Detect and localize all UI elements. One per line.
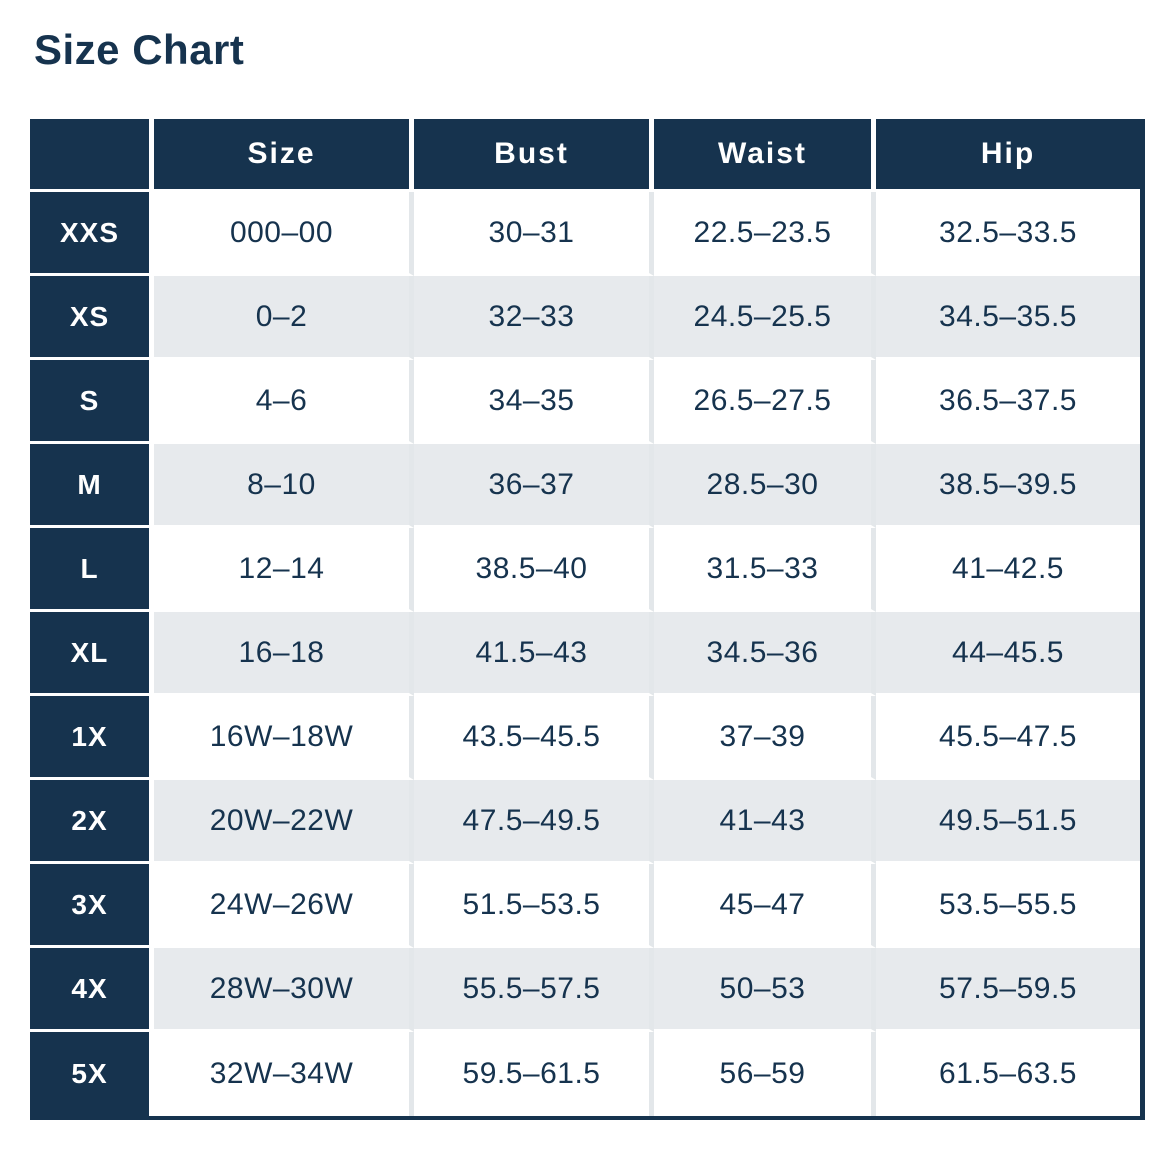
cell-size: 16–18 xyxy=(154,612,414,696)
cell-waist: 50–53 xyxy=(654,948,876,1032)
table-row: S 4–6 34–35 26.5–27.5 36.5–37.5 xyxy=(30,360,1140,444)
cell-size: 0–2 xyxy=(154,276,414,360)
cell-hip: 44–45.5 xyxy=(876,612,1140,696)
table-row: 5X 32W–34W 59.5–61.5 56–59 61.5–63.5 xyxy=(30,1032,1140,1116)
cell-bust: 38.5–40 xyxy=(414,528,654,612)
row-header-size-label: 2X xyxy=(30,780,154,864)
cell-hip: 38.5–39.5 xyxy=(876,444,1140,528)
cell-hip: 53.5–55.5 xyxy=(876,864,1140,948)
table-header-row: Size Bust Waist Hip xyxy=(30,119,1140,192)
cell-bust: 34–35 xyxy=(414,360,654,444)
cell-size: 20W–22W xyxy=(154,780,414,864)
row-header-size-label: M xyxy=(30,444,154,528)
cell-hip: 32.5–33.5 xyxy=(876,192,1140,276)
table-row: 3X 24W–26W 51.5–53.5 45–47 53.5–55.5 xyxy=(30,864,1140,948)
cell-waist: 26.5–27.5 xyxy=(654,360,876,444)
cell-waist: 37–39 xyxy=(654,696,876,780)
page-title: Size Chart xyxy=(34,26,245,73)
cell-bust: 47.5–49.5 xyxy=(414,780,654,864)
cell-bust: 36–37 xyxy=(414,444,654,528)
cell-hip: 61.5–63.5 xyxy=(876,1032,1140,1116)
table-row: M 8–10 36–37 28.5–30 38.5–39.5 xyxy=(30,444,1140,528)
size-chart-table: Size Bust Waist Hip XXS 000–00 30–31 22.… xyxy=(30,119,1145,1120)
row-header-size-label: 4X xyxy=(30,948,154,1032)
row-header-size-label: XS xyxy=(30,276,154,360)
cell-bust: 41.5–43 xyxy=(414,612,654,696)
cell-size: 12–14 xyxy=(154,528,414,612)
cell-hip: 36.5–37.5 xyxy=(876,360,1140,444)
table-body: XXS 000–00 30–31 22.5–23.5 32.5–33.5 XS … xyxy=(30,192,1140,1116)
table-row: 4X 28W–30W 55.5–57.5 50–53 57.5–59.5 xyxy=(30,948,1140,1032)
cell-waist: 28.5–30 xyxy=(654,444,876,528)
row-header-size-label: S xyxy=(30,360,154,444)
table-row: 1X 16W–18W 43.5–45.5 37–39 45.5–47.5 xyxy=(30,696,1140,780)
table-row: XL 16–18 41.5–43 34.5–36 44–45.5 xyxy=(30,612,1140,696)
table-row: L 12–14 38.5–40 31.5–33 41–42.5 xyxy=(30,528,1140,612)
column-header-waist: Waist xyxy=(654,119,876,192)
table-row: 2X 20W–22W 47.5–49.5 41–43 49.5–51.5 xyxy=(30,780,1140,864)
row-header-size-label: 3X xyxy=(30,864,154,948)
cell-bust: 59.5–61.5 xyxy=(414,1032,654,1116)
table-row: XXS 000–00 30–31 22.5–23.5 32.5–33.5 xyxy=(30,192,1140,276)
row-header-size-label: XXS xyxy=(30,192,154,276)
cell-size: 8–10 xyxy=(154,444,414,528)
cell-size: 28W–30W xyxy=(154,948,414,1032)
cell-size: 4–6 xyxy=(154,360,414,444)
row-header-size-label: 5X xyxy=(30,1032,154,1116)
cell-bust: 30–31 xyxy=(414,192,654,276)
cell-waist: 24.5–25.5 xyxy=(654,276,876,360)
row-header-size-label: L xyxy=(30,528,154,612)
cell-waist: 22.5–23.5 xyxy=(654,192,876,276)
cell-size: 16W–18W xyxy=(154,696,414,780)
table-row: XS 0–2 32–33 24.5–25.5 34.5–35.5 xyxy=(30,276,1140,360)
cell-hip: 45.5–47.5 xyxy=(876,696,1140,780)
cell-hip: 49.5–51.5 xyxy=(876,780,1140,864)
row-header-size-label: 1X xyxy=(30,696,154,780)
cell-waist: 45–47 xyxy=(654,864,876,948)
cell-size: 32W–34W xyxy=(154,1032,414,1116)
row-header-size-label: XL xyxy=(30,612,154,696)
cell-waist: 56–59 xyxy=(654,1032,876,1116)
corner-cell xyxy=(30,119,154,192)
cell-bust: 51.5–53.5 xyxy=(414,864,654,948)
cell-bust: 43.5–45.5 xyxy=(414,696,654,780)
cell-waist: 31.5–33 xyxy=(654,528,876,612)
cell-bust: 32–33 xyxy=(414,276,654,360)
cell-waist: 34.5–36 xyxy=(654,612,876,696)
column-header-size: Size xyxy=(154,119,414,192)
cell-hip: 34.5–35.5 xyxy=(876,276,1140,360)
cell-hip: 57.5–59.5 xyxy=(876,948,1140,1032)
column-header-bust: Bust xyxy=(414,119,654,192)
cell-bust: 55.5–57.5 xyxy=(414,948,654,1032)
cell-hip: 41–42.5 xyxy=(876,528,1140,612)
column-header-hip: Hip xyxy=(876,119,1140,192)
cell-waist: 41–43 xyxy=(654,780,876,864)
cell-size: 000–00 xyxy=(154,192,414,276)
cell-size: 24W–26W xyxy=(154,864,414,948)
